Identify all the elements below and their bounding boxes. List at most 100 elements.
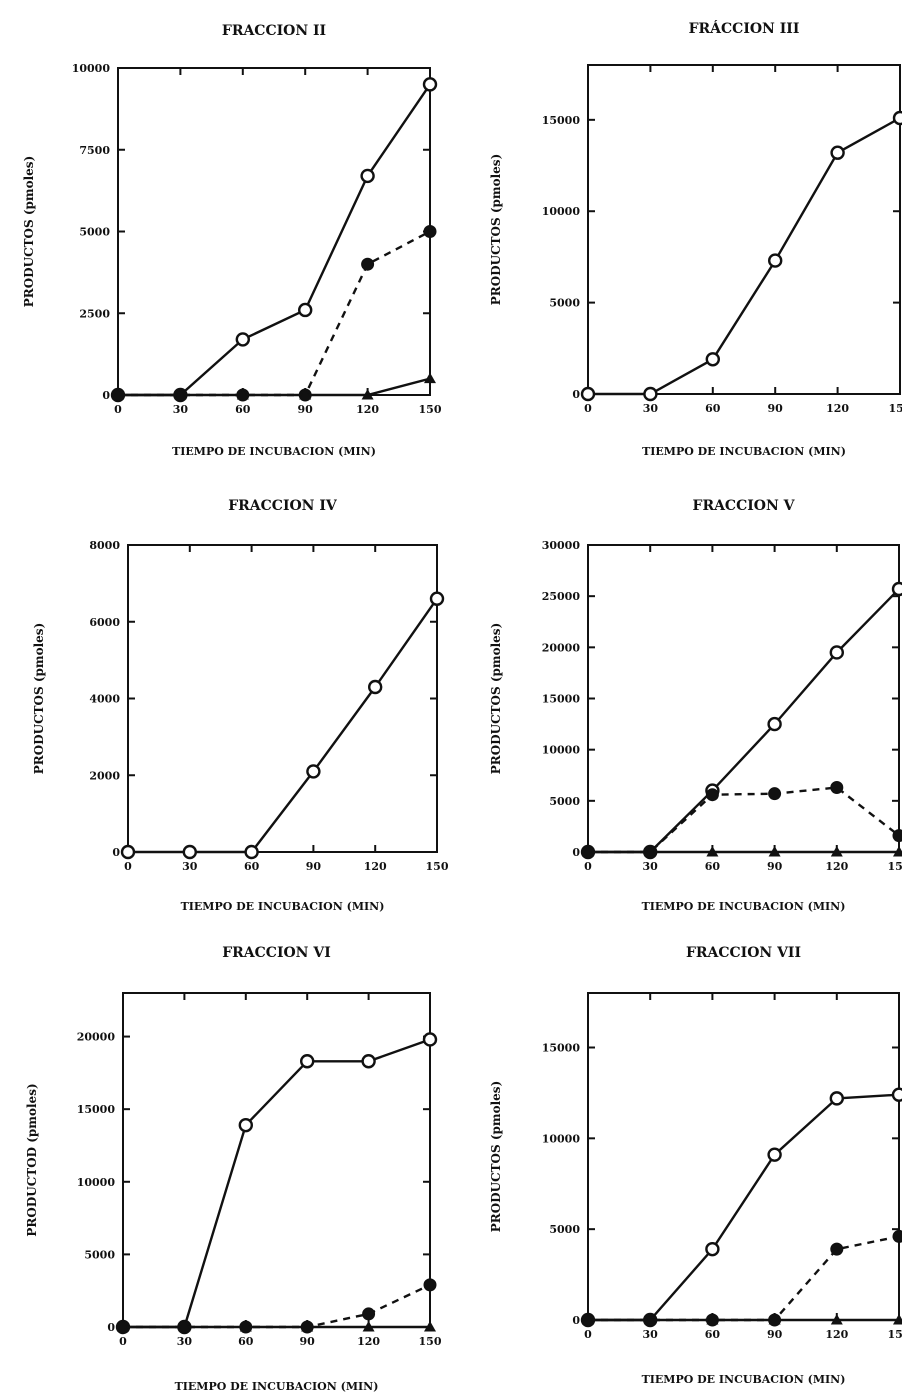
x-tick-label: 0	[124, 860, 132, 873]
x-tick-label: 0	[584, 860, 592, 873]
filled-triangle-point	[424, 372, 436, 384]
filled-triangle-point	[178, 1321, 191, 1332]
x-tick-label: 60	[235, 403, 251, 416]
y-tick-label: 0	[572, 846, 580, 859]
y-axis-label: PRODUCTOS (pmoles)	[489, 623, 503, 775]
open-circle-point	[643, 386, 658, 402]
x-tick-label: 90	[767, 1328, 783, 1341]
plot-frame	[587, 64, 901, 395]
y-tick-label: 2000	[89, 769, 120, 782]
y-tick-label: 10000	[542, 205, 581, 218]
filled-triangle-point	[117, 1321, 129, 1332]
x-tick-label: 90	[767, 860, 783, 873]
filled-circle-point	[423, 1278, 437, 1292]
series-line-open-circle	[118, 83, 431, 397]
filled-triangle-point	[239, 1321, 252, 1332]
filled-triangle-point	[830, 1314, 843, 1325]
x-tick-label: 30	[643, 1328, 659, 1341]
x-tick-label: 120	[364, 860, 387, 873]
x-tick-label: 90	[298, 403, 314, 416]
open-circle-point	[235, 332, 251, 347]
y-tick-label: 7500	[79, 144, 110, 157]
filled-triangle-point	[706, 846, 719, 857]
y-axis-label: PRODUCTOS (pmoles)	[489, 1081, 503, 1233]
y-tick-label: 0	[572, 1314, 580, 1327]
x-tick-label: 0	[114, 403, 122, 416]
y-tick-label: 30000	[542, 539, 581, 552]
x-tick-label: 150	[888, 1328, 902, 1341]
plot-frame	[117, 67, 431, 396]
x-tick-label: 150	[419, 1335, 442, 1348]
x-tick-label: 60	[238, 1335, 254, 1348]
series-line-open-circle	[128, 598, 438, 854]
filled-triangle-point	[706, 1314, 719, 1325]
x-tick-label: 60	[705, 402, 721, 415]
filled-triangle-point	[830, 846, 843, 857]
filled-circle-point	[830, 781, 844, 795]
panel-3: FRACCION IV 0 30 60 90 120 150 0 2000 4000 6000 800…	[32, 498, 449, 913]
x-axis-label: TIEMPO DE INCUBACION (MIN)	[642, 1373, 846, 1386]
filled-triangle-point	[893, 846, 902, 857]
x-axis-label: TIEMPO DE INCUBACION (MIN)	[172, 445, 376, 458]
y-tick-label: 5000	[84, 1248, 115, 1261]
filled-circle-point	[892, 1229, 902, 1243]
y-axis-label: PRODUCTOS (pmoles)	[489, 154, 503, 306]
open-circle-point	[891, 1087, 902, 1102]
filled-circle-point	[423, 225, 437, 238]
panel-4: FRACCION V 0 30 60 90 120 150 0 5000 10000 15000 20…	[489, 498, 902, 913]
x-tick-label: 0	[584, 1328, 592, 1341]
x-tick-label: 60	[705, 860, 721, 873]
x-axis-label: TIEMPO DE INCUBACION (MIN)	[642, 445, 846, 458]
panel-title: FRACCION II	[222, 23, 326, 39]
x-tick-label: 120	[826, 402, 849, 415]
panel-2: FRÁCCION III 0 30 60 90 120 150 0 5000 10000 15000…	[489, 19, 902, 458]
open-circle-point	[580, 386, 596, 402]
y-tick-label: 15000	[77, 1103, 116, 1116]
open-circle-point	[422, 1032, 438, 1047]
y-tick-label: 2500	[79, 307, 110, 320]
panel-title: FRACCION VII	[686, 945, 801, 961]
open-circle-point	[238, 1117, 254, 1133]
panel-1: FRACCION II 0 30 60 90 120 150 0 2500 5000 7500 100…	[22, 23, 442, 458]
open-circle-point	[244, 844, 259, 860]
y-tick-label: 10000	[77, 1176, 116, 1189]
plot-frame	[587, 544, 900, 853]
filled-triangle-point	[768, 846, 781, 857]
filled-triangle-point	[301, 1321, 314, 1332]
y-tick-label: 0	[107, 1321, 115, 1334]
filled-circle-point	[892, 829, 902, 843]
open-circle-point	[829, 645, 844, 660]
x-axis-label: TIEMPO DE INCUBACION (MIN)	[642, 900, 846, 913]
series-line-filled-circle	[588, 1235, 900, 1322]
x-tick-label: 150	[888, 860, 902, 873]
y-tick-label: 5000	[549, 1223, 580, 1236]
filled-triangle-point	[361, 389, 374, 400]
plot-frame	[587, 992, 900, 1321]
filled-triangle-point	[424, 1321, 436, 1332]
open-circle-point	[892, 110, 902, 126]
y-tick-label: 4000	[89, 693, 120, 706]
filled-circle-point	[362, 1307, 376, 1321]
x-tick-label: 90	[300, 1335, 316, 1348]
open-circle-point	[368, 679, 383, 695]
open-circle-point	[120, 844, 136, 860]
open-circle-point	[306, 764, 321, 779]
x-axis-label: TIEMPO DE INCUBACION (MIN)	[181, 900, 385, 913]
x-tick-label: 90	[306, 860, 322, 873]
open-circle-point	[298, 302, 313, 318]
y-tick-label: 20000	[77, 1031, 116, 1044]
y-tick-label: 5000	[549, 795, 580, 808]
y-tick-label: 15000	[542, 114, 581, 127]
x-tick-label: 30	[643, 402, 659, 415]
y-tick-label: 0	[572, 388, 580, 401]
panel-6: FRACCION VII 0 30 60 90 120 150 0 5000 10000 15000…	[489, 945, 902, 1386]
open-circle-point	[182, 844, 198, 860]
filled-circle-point	[361, 257, 375, 271]
x-tick-label: 30	[182, 860, 198, 873]
y-tick-label: 15000	[542, 693, 581, 706]
x-tick-label: 120	[825, 1328, 848, 1341]
series-line-filled-triangle	[118, 377, 431, 397]
filled-triangle-point	[644, 1314, 657, 1325]
filled-triangle-point	[582, 846, 594, 857]
